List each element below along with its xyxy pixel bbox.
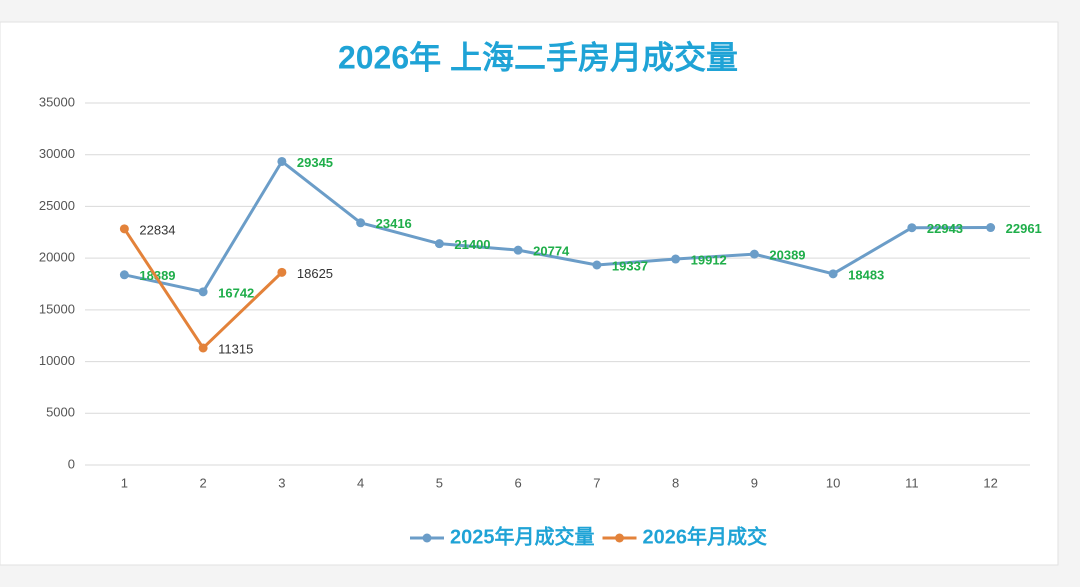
series-point [277, 267, 287, 277]
data-label: 11315 [218, 341, 253, 356]
x-tick-label: 8 [672, 475, 679, 490]
data-label: 23416 [376, 216, 412, 231]
y-tick-label: 20000 [39, 250, 75, 265]
x-tick-label: 4 [357, 475, 364, 490]
legend-marker [615, 533, 624, 543]
series-point [986, 223, 996, 233]
chart-card [0, 21, 1059, 566]
series-point [671, 254, 681, 264]
series-point [198, 343, 208, 353]
series-point [907, 223, 917, 233]
data-label: 22961 [1006, 221, 1042, 236]
data-label: 18483 [848, 267, 884, 282]
data-label: 18625 [297, 266, 333, 281]
y-tick-label: 35000 [39, 94, 75, 109]
legend-label: 2025年月成交量 [450, 524, 595, 548]
x-tick-label: 3 [278, 475, 285, 490]
series-point [828, 269, 838, 279]
legend-label: 2026年月成交 [643, 524, 768, 548]
data-label: 21400 [454, 237, 490, 252]
series-point [119, 270, 129, 280]
y-tick-label: 5000 [46, 405, 75, 420]
data-label: 19337 [612, 258, 648, 273]
data-label: 29345 [297, 155, 333, 170]
series-point [119, 224, 129, 234]
y-tick-label: 30000 [39, 146, 75, 161]
series-point [434, 239, 444, 249]
data-label: 16742 [218, 285, 254, 300]
series-point [277, 156, 287, 166]
x-tick-label: 12 [983, 475, 997, 490]
y-tick-label: 0 [68, 456, 75, 471]
y-tick-label: 10000 [39, 353, 75, 368]
data-label: 20774 [533, 244, 570, 259]
series-point [198, 287, 208, 297]
series-point [513, 245, 523, 255]
x-tick-label: 11 [905, 475, 919, 490]
x-tick-label: 9 [751, 475, 758, 490]
series-point [356, 218, 366, 228]
series-point [592, 260, 602, 270]
data-label: 20389 [769, 248, 805, 263]
x-tick-label: 5 [436, 475, 443, 490]
data-label: 22943 [927, 221, 963, 236]
series-point [749, 249, 759, 259]
legend-marker [422, 533, 432, 543]
data-label: 19912 [691, 252, 727, 267]
y-tick-label: 25000 [39, 198, 75, 213]
x-tick-label: 6 [515, 475, 522, 490]
series-line [124, 159, 991, 294]
chart-title: 2026年 上海二手房月成交量 [338, 39, 738, 75]
data-label: 18389 [139, 268, 175, 283]
x-tick-label: 10 [826, 475, 840, 490]
x-tick-label: 2 [200, 475, 207, 490]
data-label: 22834 [139, 222, 175, 237]
x-tick-label: 7 [593, 475, 600, 490]
x-tick-label: 1 [121, 475, 128, 490]
y-tick-label: 15000 [39, 301, 75, 316]
